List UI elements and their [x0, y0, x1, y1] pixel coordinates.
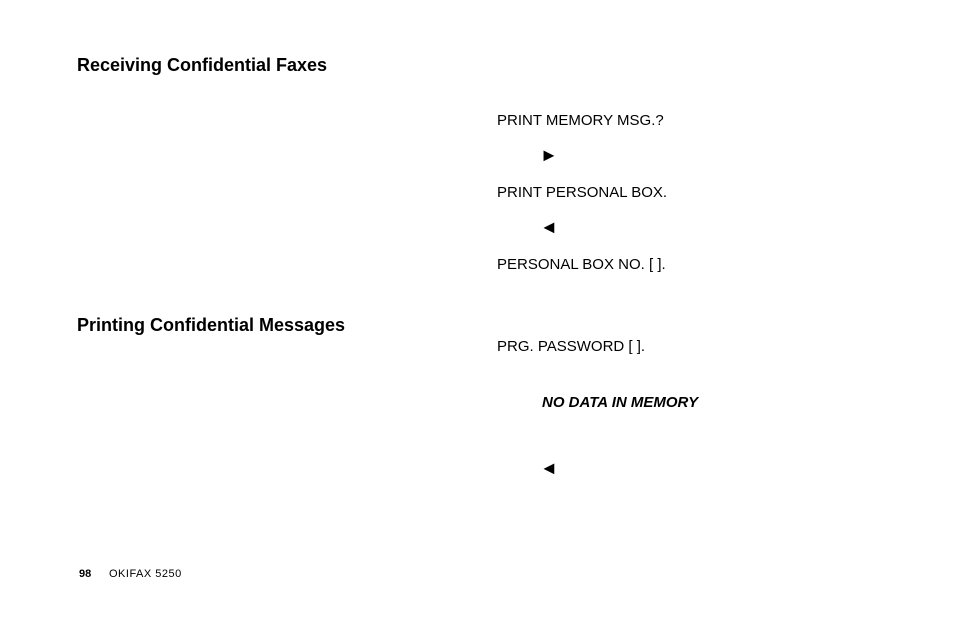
heading-receiving-confidential-faxes: Receiving Confidential Faxes [77, 55, 327, 76]
heading-printing-confidential-messages: Printing Confidential Messages [77, 315, 345, 336]
display-line-prg-password: PRG. PASSWORD [ ]. [497, 338, 645, 355]
display-line-print-memory-msg: PRINT MEMORY MSG.? [497, 112, 664, 129]
left-arrow-icon: ◄ [540, 218, 558, 236]
left-arrow-icon: ◄ [540, 459, 558, 477]
footer-model: OKIFAX 5250 [109, 568, 182, 580]
document-page: Receiving Confidential Faxes PRINT MEMOR… [0, 0, 954, 618]
display-line-print-personal-box: PRINT PERSONAL BOX. [497, 184, 667, 201]
right-arrow-icon: ► [540, 146, 558, 164]
display-line-personal-box-no: PERSONAL BOX NO. [ ]. [497, 256, 666, 273]
display-line-no-data-in-memory: NO DATA IN MEMORY [542, 394, 698, 411]
page-number: 98 [79, 568, 91, 580]
